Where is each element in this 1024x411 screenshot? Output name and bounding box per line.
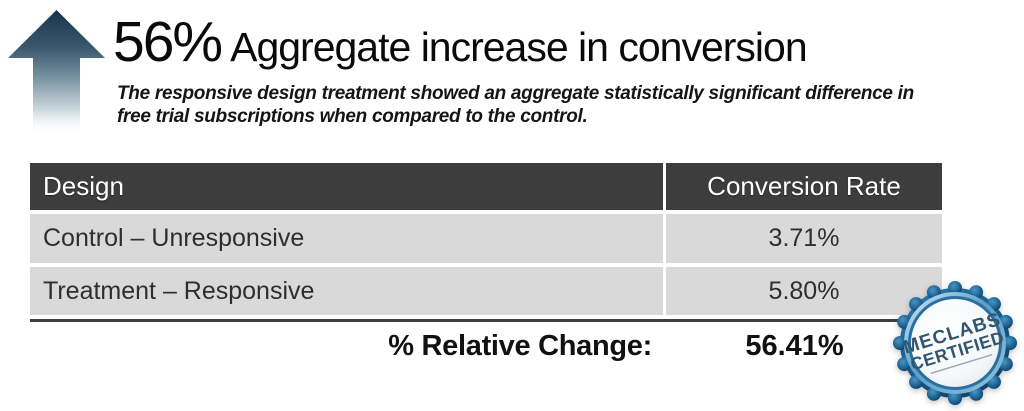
up-arrow-svg [8, 10, 105, 136]
table-cell-control-rate: 3.71% [768, 224, 840, 252]
table-bottom-rule [30, 319, 942, 322]
table-header-conversion-rate: Conversion Rate [707, 171, 901, 201]
meclabs-certified-badge-icon: MECLABS CERTIFIED [893, 281, 1017, 405]
table-cell-treatment-rate: 5.80% [768, 276, 840, 305]
table-cell-control-design: Control – Unresponsive [30, 214, 666, 263]
relative-change-label: % Relative Change: [388, 329, 652, 362]
headline: 56% Aggregate increase in conversion [113, 10, 808, 74]
conversion-table: Design Conversion Rate Control – Unrespo… [30, 163, 942, 322]
table-row-treatment: Treatment – Responsive 5.80% [30, 267, 942, 315]
subtitle-line-2: free trial subscriptions when compared t… [117, 106, 588, 127]
table-header-design: Design [30, 163, 666, 210]
up-arrow-icon [8, 10, 105, 136]
badge-face [911, 299, 999, 387]
headline-stat: 56% [113, 10, 223, 74]
table-header-row: Design Conversion Rate [30, 163, 942, 210]
table-cell-treatment-design: Treatment – Responsive [30, 267, 666, 315]
relative-change-value: 56.41% [745, 329, 844, 362]
badge-underline [930, 353, 993, 375]
headline-text: Aggregate increase in conversion [230, 24, 808, 70]
subtitle-line-1: The responsive design treatment showed a… [117, 83, 914, 104]
subtitle: The responsive design treatment showed a… [117, 82, 957, 128]
table-row-control: Control – Unresponsive 3.71% [30, 214, 942, 263]
badge-svg: MECLABS CERTIFIED [893, 281, 1017, 405]
